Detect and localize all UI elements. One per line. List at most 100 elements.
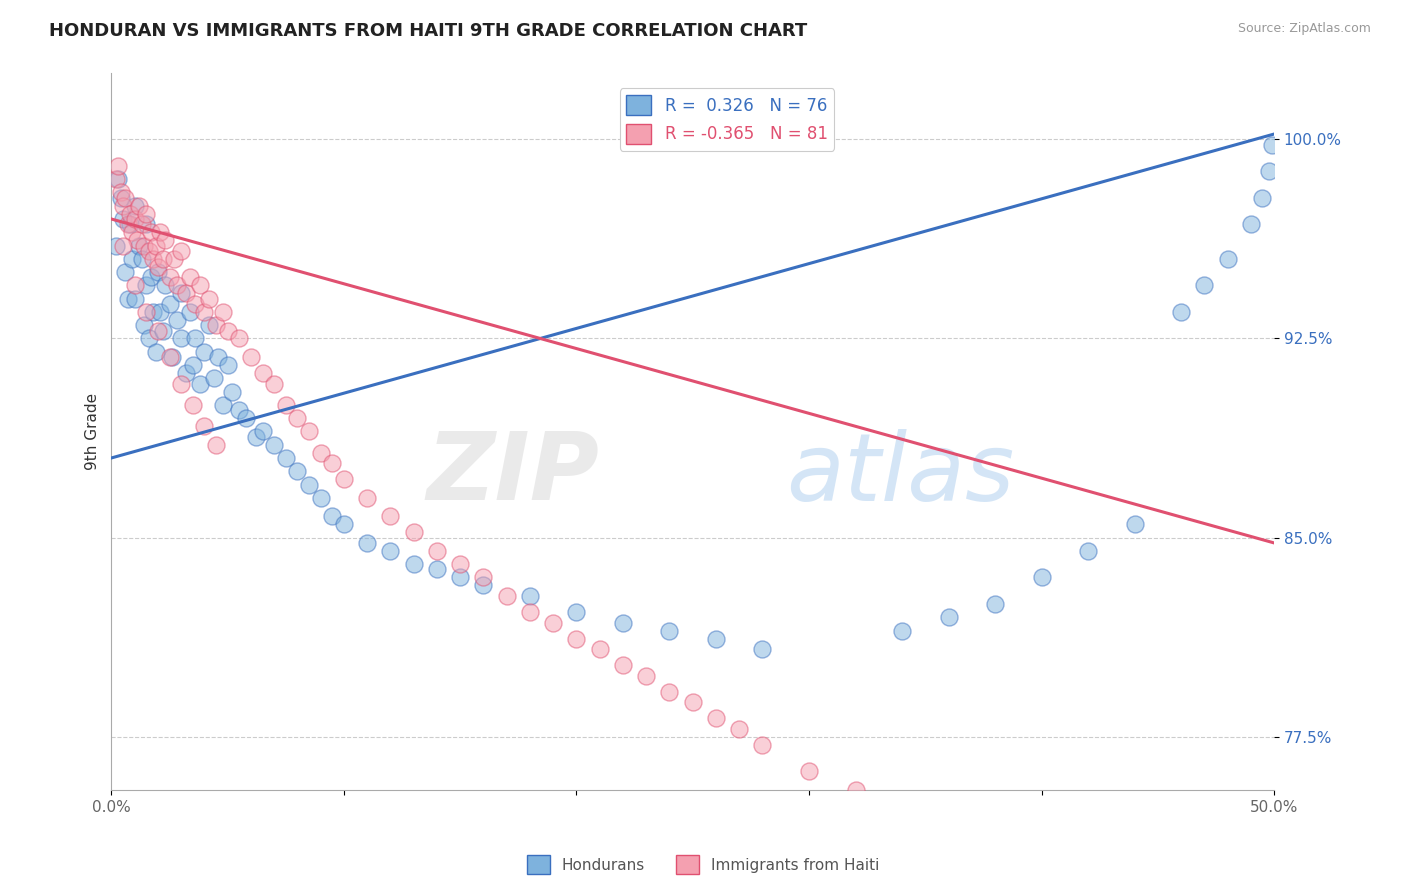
Point (212, 305, 235, 319)
Point (1099, 801, 1122, 815)
Point (449, 570, 471, 584)
Point (138, 244, 160, 258)
Point (287, 411, 309, 425)
Point (321, 509, 343, 524)
Point (495, 589, 517, 603)
Point (1194, 278, 1216, 293)
Point (153, 278, 176, 293)
Point (112, 212, 135, 227)
Point (128, 199, 150, 213)
Point (142, 305, 165, 319)
Point (252, 366, 274, 380)
Point (128, 238, 150, 252)
Point (274, 450, 297, 465)
Point (110, 186, 132, 200)
Point (309, 445, 332, 459)
Point (181, 398, 204, 412)
Point (239, 350, 262, 364)
Point (217, 358, 239, 372)
Point (145, 238, 167, 252)
Point (728, 722, 751, 736)
Point (426, 562, 449, 576)
Point (380, 509, 402, 524)
Point (565, 605, 588, 619)
Text: HONDURAN VS IMMIGRANTS FROM HAITI 9TH GRADE CORRELATION CHART: HONDURAN VS IMMIGRANTS FROM HAITI 9TH GR… (49, 22, 807, 40)
Text: Source: ZipAtlas.com: Source: ZipAtlas.com (1237, 22, 1371, 36)
Point (333, 472, 356, 486)
Text: ZIP: ZIP (427, 428, 600, 520)
Point (135, 217, 157, 231)
Point (105, 172, 128, 186)
Legend: Hondurans, Immigrants from Haiti: Hondurans, Immigrants from Haiti (520, 849, 886, 880)
Point (938, 610, 960, 624)
Point (751, 642, 773, 657)
Point (356, 491, 378, 505)
Point (181, 358, 204, 372)
Point (146, 260, 169, 274)
Point (198, 292, 221, 306)
Point (117, 217, 139, 231)
Point (132, 318, 155, 333)
Point (105, 238, 128, 252)
Point (160, 350, 183, 364)
Point (984, 597, 1007, 611)
Point (193, 305, 215, 319)
Point (228, 403, 250, 417)
Point (402, 557, 425, 571)
Point (188, 278, 211, 293)
Point (121, 252, 143, 266)
Point (114, 265, 136, 279)
Point (1077, 544, 1099, 558)
Point (146, 324, 169, 338)
Point (124, 199, 146, 213)
Legend: R =  0.326   N = 76, R = -0.365   N = 81: R = 0.326 N = 76, R = -0.365 N = 81 (620, 88, 834, 151)
Point (380, 544, 402, 558)
Point (402, 525, 425, 540)
Point (145, 344, 167, 359)
Text: atlas: atlas (786, 429, 1014, 520)
Point (138, 331, 160, 345)
Point (298, 425, 321, 439)
Point (124, 278, 146, 293)
Point (198, 318, 221, 333)
Point (245, 430, 267, 444)
Point (174, 366, 197, 380)
Point (1240, 217, 1263, 231)
Point (298, 477, 321, 491)
Point (159, 297, 181, 311)
Point (984, 809, 1007, 823)
Point (263, 438, 285, 452)
Point (112, 238, 135, 252)
Point (139, 225, 162, 239)
Point (252, 425, 274, 439)
Point (333, 517, 356, 532)
Point (166, 313, 188, 327)
Point (125, 233, 148, 247)
Point (1216, 252, 1239, 266)
Point (205, 438, 228, 452)
Point (170, 286, 193, 301)
Point (891, 796, 914, 810)
Point (891, 624, 914, 638)
Point (704, 711, 727, 725)
Point (658, 624, 681, 638)
Point (159, 270, 181, 285)
Point (797, 764, 820, 779)
Point (636, 668, 658, 682)
Point (139, 270, 162, 285)
Point (131, 217, 153, 231)
Point (1088, 833, 1111, 847)
Point (658, 684, 681, 698)
Point (152, 324, 174, 338)
Point (1077, 828, 1099, 842)
Point (472, 578, 495, 592)
Point (519, 589, 541, 603)
Y-axis label: 9th Grade: 9th Grade (86, 392, 100, 470)
Point (170, 376, 193, 391)
Point (1258, 164, 1281, 178)
Point (202, 371, 225, 385)
Point (612, 615, 634, 630)
Point (170, 331, 193, 345)
Point (184, 331, 207, 345)
Point (519, 605, 541, 619)
